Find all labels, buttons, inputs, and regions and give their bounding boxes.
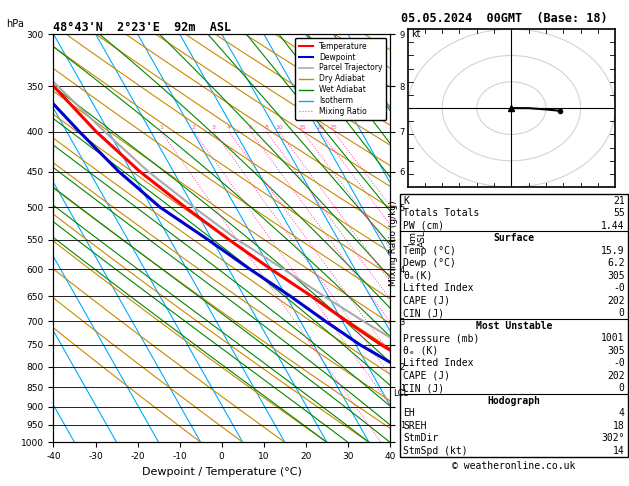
Text: kt: kt bbox=[411, 29, 421, 39]
Text: 1001: 1001 bbox=[601, 333, 625, 343]
Text: 0: 0 bbox=[619, 383, 625, 393]
Text: hPa: hPa bbox=[6, 19, 24, 29]
Text: -0: -0 bbox=[613, 283, 625, 294]
Text: 1.44: 1.44 bbox=[601, 221, 625, 231]
Text: Pressure (mb): Pressure (mb) bbox=[403, 333, 479, 343]
Text: Temp (°C): Temp (°C) bbox=[403, 246, 456, 256]
Text: 21: 21 bbox=[613, 196, 625, 206]
Text: 202: 202 bbox=[607, 371, 625, 381]
Y-axis label: km
ASL: km ASL bbox=[408, 230, 427, 246]
Text: 1: 1 bbox=[159, 124, 163, 130]
Text: 305: 305 bbox=[607, 346, 625, 356]
Text: 15.9: 15.9 bbox=[601, 246, 625, 256]
Text: 202: 202 bbox=[607, 296, 625, 306]
Text: 2: 2 bbox=[192, 124, 196, 130]
Text: -0: -0 bbox=[613, 358, 625, 368]
Text: Lifted Index: Lifted Index bbox=[403, 283, 474, 294]
Text: 55: 55 bbox=[613, 208, 625, 218]
Legend: Temperature, Dewpoint, Parcel Trajectory, Dry Adiabat, Wet Adiabat, Isotherm, Mi: Temperature, Dewpoint, Parcel Trajectory… bbox=[295, 38, 386, 120]
Text: StmDir: StmDir bbox=[403, 434, 438, 443]
Text: LCL: LCL bbox=[393, 389, 408, 398]
Text: Most Unstable: Most Unstable bbox=[476, 321, 552, 331]
Text: Surface: Surface bbox=[493, 233, 535, 243]
Text: 8: 8 bbox=[264, 124, 269, 130]
Text: 10: 10 bbox=[275, 124, 283, 130]
Text: © weatheronline.co.uk: © weatheronline.co.uk bbox=[452, 461, 576, 471]
Text: Mixing Ratio (g/kg): Mixing Ratio (g/kg) bbox=[389, 200, 398, 286]
Text: Totals Totals: Totals Totals bbox=[403, 208, 479, 218]
Text: 305: 305 bbox=[607, 271, 625, 281]
Text: θₑ (K): θₑ (K) bbox=[403, 346, 438, 356]
Text: K: K bbox=[403, 196, 409, 206]
Text: 25: 25 bbox=[330, 124, 338, 130]
Text: 20: 20 bbox=[316, 124, 324, 130]
Text: 6: 6 bbox=[248, 124, 252, 130]
Text: 4: 4 bbox=[227, 124, 231, 130]
X-axis label: Dewpoint / Temperature (°C): Dewpoint / Temperature (°C) bbox=[142, 467, 302, 477]
Text: Dewp (°C): Dewp (°C) bbox=[403, 259, 456, 268]
Text: CIN (J): CIN (J) bbox=[403, 383, 444, 393]
Text: SREH: SREH bbox=[403, 421, 426, 431]
Text: 14: 14 bbox=[613, 446, 625, 456]
Text: Lifted Index: Lifted Index bbox=[403, 358, 474, 368]
Text: CIN (J): CIN (J) bbox=[403, 308, 444, 318]
Text: EH: EH bbox=[403, 408, 415, 418]
Text: 0: 0 bbox=[619, 308, 625, 318]
Text: StmSpd (kt): StmSpd (kt) bbox=[403, 446, 468, 456]
Text: Hodograph: Hodograph bbox=[487, 396, 540, 406]
Text: 6.2: 6.2 bbox=[607, 259, 625, 268]
Text: 18: 18 bbox=[613, 421, 625, 431]
Text: 4: 4 bbox=[619, 408, 625, 418]
Text: 05.05.2024  00GMT  (Base: 18): 05.05.2024 00GMT (Base: 18) bbox=[401, 12, 608, 25]
Text: 48°43'N  2°23'E  92m  ASL: 48°43'N 2°23'E 92m ASL bbox=[53, 21, 231, 34]
Text: PW (cm): PW (cm) bbox=[403, 221, 444, 231]
Text: θₑ(K): θₑ(K) bbox=[403, 271, 433, 281]
Text: CAPE (J): CAPE (J) bbox=[403, 371, 450, 381]
Text: 15: 15 bbox=[299, 124, 306, 130]
Text: CAPE (J): CAPE (J) bbox=[403, 296, 450, 306]
Text: 3: 3 bbox=[212, 124, 216, 130]
Text: 302°: 302° bbox=[601, 434, 625, 443]
